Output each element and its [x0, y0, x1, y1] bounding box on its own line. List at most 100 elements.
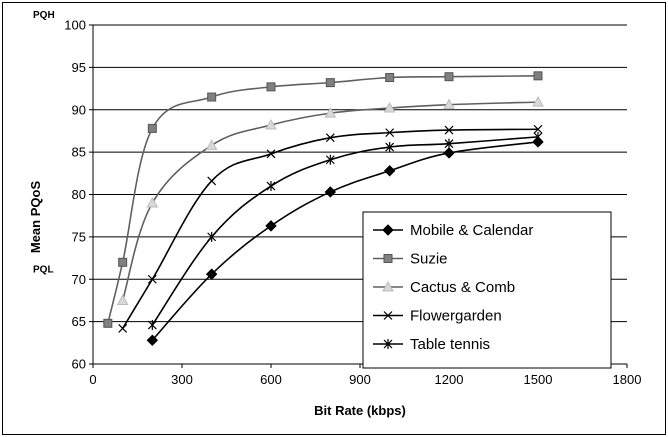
data-point — [444, 125, 454, 135]
data-point — [266, 82, 276, 92]
legend-marker — [383, 311, 393, 320]
diamond-marker — [383, 165, 396, 177]
data-point — [533, 131, 543, 142]
y-threshold-labels: PQH PQL — [33, 10, 55, 275]
diamond-marker — [382, 224, 394, 236]
data-point — [266, 181, 276, 192]
legend-marker — [382, 280, 394, 292]
x-tick-label: 1800 — [613, 372, 642, 387]
data-point — [265, 118, 277, 130]
series-4 — [147, 131, 543, 331]
y-tick-label: 95 — [72, 60, 86, 75]
series-layer — [103, 71, 544, 346]
triangle-marker — [265, 118, 277, 130]
square-marker — [207, 92, 217, 102]
triangle-marker — [205, 139, 218, 150]
triangle-marker — [116, 294, 129, 305]
y-marker-label: PQH — [33, 10, 55, 21]
x-marker-stroke — [444, 125, 454, 135]
series-2 — [116, 96, 544, 305]
tick-labels: 60 65 70 75 80 85 90 95 100 0 300 600 900 1200 1500 180… — [64, 18, 641, 388]
legend-entry: Cactus & Comb — [373, 279, 515, 296]
legend-box — [362, 211, 612, 369]
data-point — [385, 142, 395, 153]
x-marker-stroke — [118, 323, 128, 333]
data-point — [533, 71, 543, 81]
data-point — [385, 128, 395, 138]
x-tick-label: 0 — [89, 372, 96, 387]
data-point — [443, 147, 455, 159]
x-marker-stroke — [266, 149, 276, 159]
legend-marker — [382, 224, 394, 236]
data-point — [324, 186, 337, 198]
legend-entry: Mobile & Calendar — [373, 222, 533, 239]
x-marker-stroke — [385, 128, 395, 138]
data-point — [325, 133, 335, 143]
y-tick-label: 85 — [72, 145, 86, 160]
data-point — [118, 323, 128, 333]
data-point — [205, 268, 218, 280]
data-point — [118, 257, 128, 267]
legend-label: Flowergarden — [410, 308, 502, 325]
legend-entry: Flowergarden — [373, 308, 502, 325]
triangle-marker — [382, 280, 394, 292]
legend-label: Cactus & Comb — [410, 279, 515, 296]
y-tick-label: 60 — [72, 357, 86, 372]
data-point — [147, 320, 157, 331]
data-point — [443, 98, 455, 110]
data-point — [147, 123, 157, 133]
legend-marker — [383, 254, 393, 263]
legend-label: Mobile & Calendar — [410, 222, 533, 239]
triangle-marker — [443, 98, 455, 110]
triangle-marker — [532, 96, 544, 107]
data-point — [532, 96, 544, 107]
data-point — [383, 165, 396, 177]
data-point — [444, 72, 454, 82]
data-point — [325, 78, 335, 88]
legend-label: Table tennis — [410, 336, 490, 353]
x-axis-label: Bit Rate (kbps) — [314, 403, 406, 418]
data-point — [533, 124, 543, 134]
series-3 — [118, 124, 543, 333]
data-point — [385, 73, 395, 83]
data-point — [146, 334, 159, 346]
legend: Mobile & Calendar Suzie Cactus & Comb Flowe… — [362, 211, 612, 369]
triangle-marker — [324, 107, 337, 118]
x-tick-label: 300 — [171, 372, 193, 387]
x-marker-stroke — [207, 176, 217, 186]
data-point — [266, 149, 276, 159]
x-tick-label: 900 — [349, 372, 371, 387]
x-marker-stroke — [383, 311, 393, 320]
diamond-marker — [443, 147, 455, 159]
diamond-marker — [205, 268, 218, 280]
y-tick-label: 80 — [72, 187, 86, 202]
y-tick-label: 100 — [64, 18, 86, 33]
square-marker — [385, 73, 395, 83]
triangle-marker — [383, 102, 396, 113]
data-point — [103, 318, 113, 328]
data-point — [147, 274, 157, 284]
square-marker — [266, 82, 276, 92]
data-point — [383, 102, 396, 113]
square-marker — [118, 257, 128, 267]
square-marker — [147, 123, 157, 133]
x-marker-stroke — [325, 133, 335, 143]
legend-label: Suzie — [410, 251, 448, 268]
series-0 — [146, 136, 544, 346]
legend-entry: Suzie — [373, 251, 448, 268]
y-marker-label: PQL — [33, 264, 54, 275]
square-marker — [103, 318, 113, 328]
y-tick-label: 90 — [72, 102, 86, 117]
square-marker — [533, 71, 543, 81]
y-tick-label: 70 — [72, 272, 86, 287]
diamond-marker — [265, 220, 277, 232]
data-point — [325, 154, 335, 165]
legend-entry: Table tennis — [373, 336, 490, 353]
x-tick-label: 1200 — [435, 372, 464, 387]
data-point — [265, 220, 277, 232]
square-marker — [444, 72, 454, 82]
data-point — [207, 92, 217, 102]
square-marker — [325, 78, 335, 88]
data-point — [116, 294, 129, 305]
data-point — [205, 139, 218, 150]
